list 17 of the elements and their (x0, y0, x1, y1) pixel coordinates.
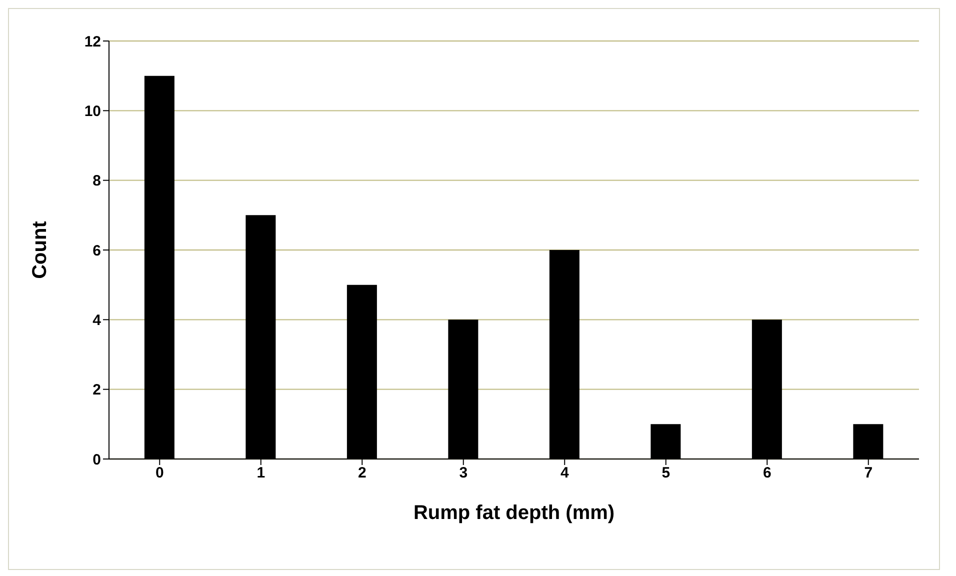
y-tick-label: 12 (84, 33, 101, 50)
y-tick-label: 4 (92, 312, 102, 329)
y-tick-label: 6 (92, 242, 101, 260)
y-axis-title: Count (29, 220, 52, 279)
x-tick-label: 3 (459, 464, 468, 482)
y-tick-label: 10 (84, 102, 101, 120)
x-tick-label: 4 (560, 464, 570, 482)
x-tick-label: 6 (762, 464, 772, 482)
x-tick-label: 0 (155, 464, 164, 482)
x-tick-label: 5 (662, 464, 670, 482)
x-tick-label: 7 (864, 464, 873, 482)
y-tick-label: 8 (92, 172, 101, 190)
x-tick-label: 2 (358, 464, 366, 482)
x-axis-title: Rump fat depth (mm) (413, 502, 615, 524)
y-tick-label: 0 (92, 451, 101, 468)
y-tick-label: 2 (92, 382, 101, 399)
x-tick-label: 1 (256, 464, 266, 482)
